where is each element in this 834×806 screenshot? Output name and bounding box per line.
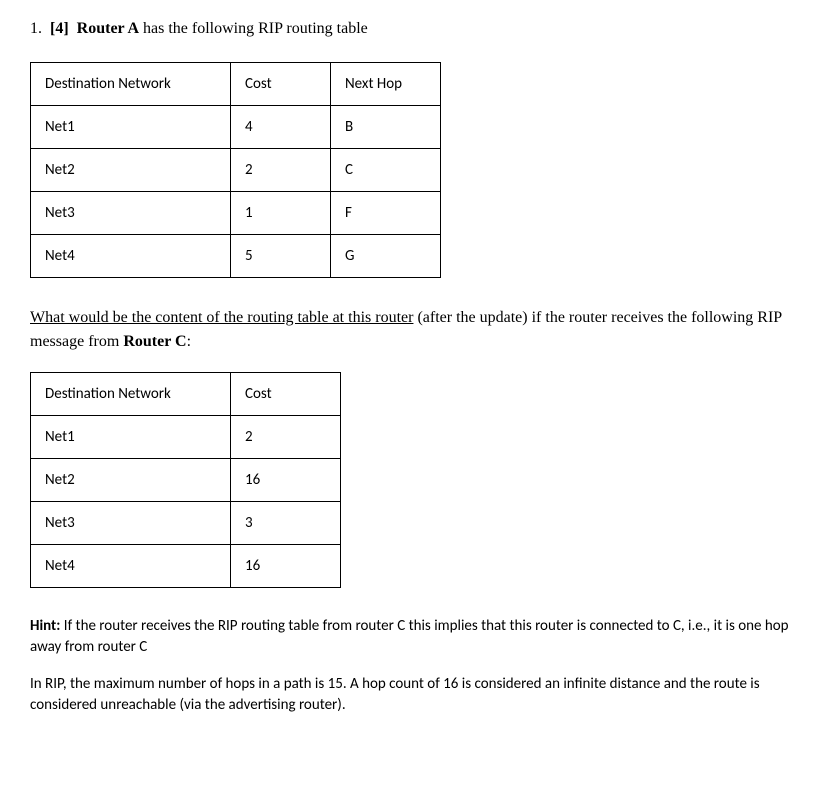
question-number: 1. bbox=[30, 20, 42, 37]
col-header: Destination Network bbox=[31, 373, 231, 416]
table-row: Net3 3 bbox=[31, 502, 341, 545]
cell: Net3 bbox=[31, 502, 231, 545]
table-row: Net2 2 C bbox=[31, 149, 441, 192]
col-header: Destination Network bbox=[31, 63, 231, 106]
col-header: Cost bbox=[231, 63, 331, 106]
cell: 16 bbox=[231, 545, 341, 588]
colon: : bbox=[187, 333, 191, 350]
underlined-question: What would be the content of the routing… bbox=[30, 309, 413, 326]
cell: 3 bbox=[231, 502, 341, 545]
col-header: Cost bbox=[231, 373, 341, 416]
cell: Net2 bbox=[31, 459, 231, 502]
cell: 16 bbox=[231, 459, 341, 502]
question-intro: has the following RIP routing table bbox=[139, 20, 368, 37]
router-c-label: Router C bbox=[123, 333, 186, 350]
cell: 5 bbox=[231, 235, 331, 278]
table-row: Net3 1 F bbox=[31, 192, 441, 235]
rip-message-table: Destination Network Cost Net1 2 Net2 16 … bbox=[30, 372, 341, 588]
cell: 4 bbox=[231, 106, 331, 149]
routing-table-a: Destination Network Cost Next Hop Net1 4… bbox=[30, 62, 441, 278]
cell: C bbox=[331, 149, 441, 192]
cell: Net4 bbox=[31, 235, 231, 278]
cell: F bbox=[331, 192, 441, 235]
cell: Net1 bbox=[31, 106, 231, 149]
cell: B bbox=[331, 106, 441, 149]
table-header-row: Destination Network Cost bbox=[31, 373, 341, 416]
hint-label: Hint: bbox=[30, 617, 60, 635]
table-row: Net1 2 bbox=[31, 416, 341, 459]
note-paragraph: In RIP, the maximum number of hops in a … bbox=[30, 674, 804, 716]
router-a-label: Router A bbox=[77, 20, 139, 37]
question-points: [4] bbox=[50, 20, 69, 37]
hint-paragraph: Hint: If the router receives the RIP rou… bbox=[30, 616, 804, 658]
table-header-row: Destination Network Cost Next Hop bbox=[31, 63, 441, 106]
table-row: Net4 5 G bbox=[31, 235, 441, 278]
cell: G bbox=[331, 235, 441, 278]
middle-question: What would be the content of the routing… bbox=[30, 306, 804, 354]
col-header: Next Hop bbox=[331, 63, 441, 106]
cell: Net4 bbox=[31, 545, 231, 588]
table-row: Net4 16 bbox=[31, 545, 341, 588]
table-row: Net1 4 B bbox=[31, 106, 441, 149]
cell: Net1 bbox=[31, 416, 231, 459]
cell: 1 bbox=[231, 192, 331, 235]
cell: Net2 bbox=[31, 149, 231, 192]
cell: 2 bbox=[231, 149, 331, 192]
table-row: Net2 16 bbox=[31, 459, 341, 502]
cell: 2 bbox=[231, 416, 341, 459]
cell: Net3 bbox=[31, 192, 231, 235]
question-header: 1. [4] Router A has the following RIP ro… bbox=[30, 20, 804, 38]
hint-section: Hint: If the router receives the RIP rou… bbox=[30, 616, 804, 716]
hint-text: If the router receives the RIP routing t… bbox=[30, 617, 789, 656]
